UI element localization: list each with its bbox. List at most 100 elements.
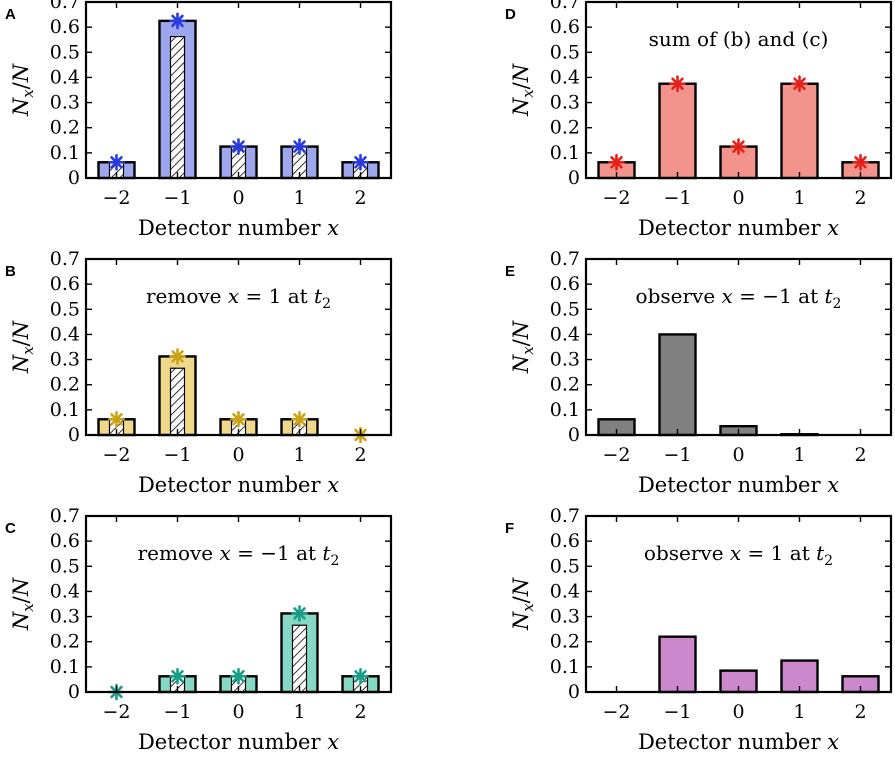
x-axis-label: Detector number x bbox=[138, 473, 339, 497]
panel-f: F Nx/N 0 0.1 0.2 0.3 0.4 0.5 0.6 0.7 −2 −1 0 1 2 Detect… bbox=[505, 505, 893, 754]
x-tick-label: 0 bbox=[732, 444, 744, 466]
x-tick-label: −1 bbox=[163, 701, 191, 723]
y-axis-label: Nx/N bbox=[509, 63, 537, 117]
y-tick-label: 0.5 bbox=[550, 555, 580, 577]
x-axis-label: Detector number x bbox=[138, 216, 339, 240]
x-tick-label: 1 bbox=[293, 701, 305, 723]
x-tick-label: 0 bbox=[232, 444, 244, 466]
y-tick-label: 0.2 bbox=[50, 631, 80, 653]
x-tick-label: −2 bbox=[602, 187, 630, 209]
y-tick-label: 0 bbox=[68, 167, 80, 189]
x-tick-label: −2 bbox=[102, 444, 130, 466]
x-tick-label: 0 bbox=[232, 187, 244, 209]
y-tick-label: 0.4 bbox=[50, 323, 80, 345]
x-tick-label: −2 bbox=[602, 701, 630, 723]
x-axis-label: Detector number x bbox=[138, 730, 339, 754]
x-tick-label: −2 bbox=[102, 701, 130, 723]
panel-letter: A bbox=[5, 6, 16, 23]
data-marker bbox=[352, 153, 369, 171]
y-tick-label: 0.1 bbox=[50, 656, 80, 678]
x-axis-label: Detector number x bbox=[638, 730, 839, 754]
x-tick-label: −1 bbox=[163, 444, 191, 466]
data-marker bbox=[169, 348, 186, 365]
y-tick-label: 0.6 bbox=[550, 530, 580, 552]
data-marker bbox=[230, 138, 247, 155]
panel-letter: D bbox=[505, 6, 516, 23]
y-tick-label: 0.7 bbox=[550, 505, 580, 527]
y-tick-label: 0.2 bbox=[50, 374, 80, 396]
x-axis-label: Detector number x bbox=[638, 473, 839, 497]
data-marker bbox=[230, 667, 247, 685]
panel-annotation: remove x = −1 at t2 bbox=[138, 541, 340, 569]
y-tick-label: 0.6 bbox=[550, 16, 580, 38]
y-tick-label: 0.2 bbox=[550, 631, 580, 653]
y-tick-label: 0.3 bbox=[550, 92, 580, 114]
y-tick-label: 0.6 bbox=[50, 273, 80, 295]
y-tick-label: 0.5 bbox=[50, 298, 80, 320]
data-marker bbox=[730, 138, 747, 155]
y-tick-label: 0.7 bbox=[550, 248, 580, 270]
y-axis-label: Nx/N bbox=[509, 577, 537, 631]
x-tick-label: −2 bbox=[102, 187, 130, 209]
x-tick-label: 1 bbox=[793, 701, 805, 723]
y-tick-label: 0.6 bbox=[550, 273, 580, 295]
y-tick-label: 0.5 bbox=[50, 555, 80, 577]
panel-c: C Nx/N 0 0.1 0.2 0.3 0.4 0.5 0.6 0.7 −2 −1 0 1 2 Detect… bbox=[5, 505, 393, 754]
x-tick-label: 2 bbox=[354, 701, 366, 723]
y-tick-label: 0.4 bbox=[50, 66, 80, 88]
y-tick-label: 0.2 bbox=[50, 117, 80, 139]
y-axis-label: Nx/N bbox=[9, 63, 37, 117]
y-tick-label: 0 bbox=[68, 681, 80, 703]
bar bbox=[658, 82, 697, 180]
x-tick-label: 0 bbox=[232, 701, 244, 723]
x-tick-label: 1 bbox=[293, 444, 305, 466]
y-tick-label: 0.5 bbox=[550, 41, 580, 63]
panel-annotation: remove x = 1 at t2 bbox=[146, 284, 331, 312]
data-marker bbox=[108, 410, 125, 428]
x-tick-label: 2 bbox=[854, 701, 866, 723]
panel-annotation: observe x = −1 at t2 bbox=[636, 284, 842, 312]
x-tick-label: −1 bbox=[663, 187, 691, 209]
y-tick-label: 0.1 bbox=[50, 399, 80, 421]
data-marker bbox=[291, 138, 308, 155]
y-axis-label: Nx/N bbox=[509, 320, 537, 374]
x-tick-label: −1 bbox=[663, 444, 691, 466]
data-marker bbox=[108, 153, 125, 171]
y-axis-label: Nx/N bbox=[9, 320, 37, 374]
x-tick-label: 0 bbox=[732, 701, 744, 723]
bar bbox=[658, 333, 697, 437]
x-tick-label: 1 bbox=[793, 187, 805, 209]
x-tick-label: 2 bbox=[354, 187, 366, 209]
y-tick-label: 0 bbox=[68, 424, 80, 446]
data-marker bbox=[291, 605, 308, 622]
y-tick-label: 0.5 bbox=[50, 41, 80, 63]
y-tick-label: 0 bbox=[568, 167, 580, 189]
data-marker bbox=[852, 153, 869, 171]
y-axis-label: Nx/N bbox=[9, 577, 37, 631]
panel-annotation: sum of (b) and (c) bbox=[649, 27, 829, 51]
y-tick-label: 0.4 bbox=[550, 323, 580, 345]
y-tick-label: 0.3 bbox=[50, 349, 80, 371]
panel-a: A Nx/N 0 0.1 0.2 0.3 0.4 0.5 0.6 0.7 −2 −1 0 1 2 Detect… bbox=[5, 0, 393, 240]
x-axis-label: Detector number x bbox=[638, 216, 839, 240]
y-tick-label: 0.3 bbox=[50, 606, 80, 628]
x-tick-label: 1 bbox=[793, 444, 805, 466]
inner-bar bbox=[169, 367, 186, 436]
y-tick-label: 0.6 bbox=[50, 530, 80, 552]
y-tick-label: 0.5 bbox=[550, 298, 580, 320]
data-marker bbox=[291, 410, 308, 428]
inner-bar bbox=[291, 624, 308, 693]
x-tick-label: 2 bbox=[354, 444, 366, 466]
y-tick-label: 0.2 bbox=[550, 117, 580, 139]
y-tick-label: 0.3 bbox=[550, 349, 580, 371]
data-marker bbox=[608, 153, 625, 171]
bar bbox=[780, 82, 819, 180]
data-marker bbox=[169, 667, 186, 685]
y-tick-label: 0.7 bbox=[50, 505, 80, 527]
y-tick-label: 0.4 bbox=[50, 580, 80, 602]
data-marker bbox=[169, 12, 186, 30]
y-tick-label: 0.1 bbox=[50, 142, 80, 164]
y-tick-label: 0.1 bbox=[550, 656, 580, 678]
y-tick-label: 0.3 bbox=[50, 92, 80, 114]
